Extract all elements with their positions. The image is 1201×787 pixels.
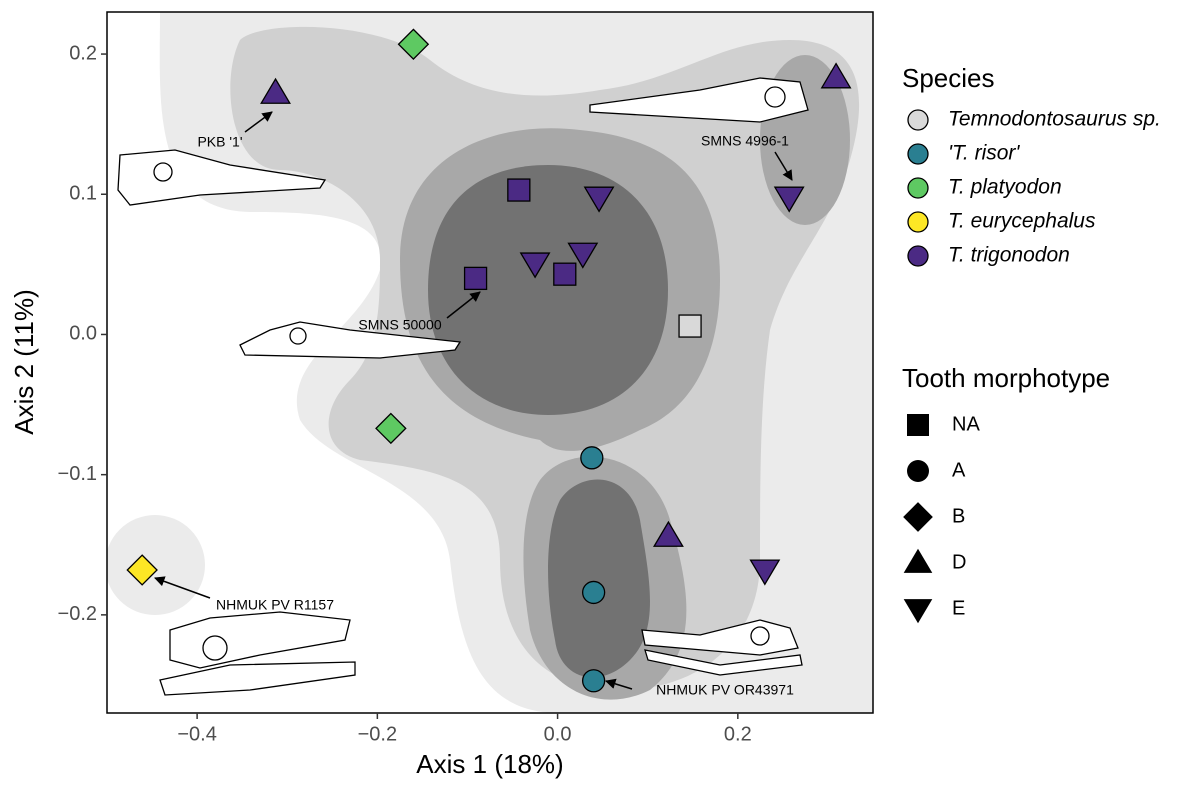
point bbox=[554, 263, 576, 285]
legend-label: T. eurycephalus bbox=[948, 210, 1096, 233]
y-tick-label: −0.1 bbox=[58, 463, 97, 485]
legend-swatch bbox=[908, 246, 928, 266]
x-tick-label: −0.4 bbox=[177, 723, 216, 745]
legend-label: Temnodontosaurus sp. bbox=[948, 108, 1161, 131]
point bbox=[508, 179, 530, 201]
legend-label: E bbox=[952, 597, 965, 619]
y-tick-label: 0.2 bbox=[69, 42, 97, 64]
point bbox=[465, 267, 487, 289]
point bbox=[583, 670, 605, 692]
point bbox=[581, 447, 603, 469]
legend-swatch bbox=[907, 414, 929, 436]
x-tick-label: −0.2 bbox=[358, 723, 397, 745]
annotation: NHMUK PV OR43971 bbox=[656, 682, 794, 698]
legend-label: 'T. risor' bbox=[948, 142, 1020, 165]
point bbox=[679, 315, 701, 337]
point bbox=[583, 581, 605, 603]
x-axis-label: Axis 1 (18%) bbox=[416, 749, 563, 779]
annotation: SMNS 50000 bbox=[358, 317, 441, 333]
annotation: SMNS 4996-1 bbox=[701, 133, 789, 149]
legend-swatch bbox=[904, 549, 933, 573]
legend-swatch bbox=[908, 110, 928, 130]
chart: PKB '1' SMNS 4996-1 SMNS 50000 NHMUK PV … bbox=[0, 0, 1201, 782]
x-tick-label: 0.2 bbox=[724, 723, 752, 745]
legend-swatch bbox=[904, 599, 933, 623]
legend-label: A bbox=[952, 459, 966, 481]
legend-swatch bbox=[908, 212, 928, 232]
legend-swatch bbox=[908, 178, 928, 198]
annotation: NHMUK PV R1157 bbox=[216, 597, 334, 613]
legend-swatch bbox=[903, 502, 933, 532]
legend-title: Species bbox=[902, 63, 995, 93]
legend-label: T. trigonodon bbox=[948, 244, 1070, 267]
y-tick-label: 0.0 bbox=[69, 323, 97, 345]
legend-swatch bbox=[907, 460, 929, 482]
legend-label: B bbox=[952, 505, 965, 527]
legend-label: D bbox=[952, 551, 966, 573]
legend-swatch bbox=[908, 144, 928, 164]
legend-title: Tooth morphotype bbox=[902, 363, 1110, 393]
legend-label: T. platyodon bbox=[948, 176, 1062, 199]
y-tick-label: 0.1 bbox=[69, 183, 97, 205]
x-tick-label: 0.0 bbox=[544, 723, 572, 745]
y-axis-label: Axis 2 (11%) bbox=[9, 289, 39, 434]
y-tick-label: −0.2 bbox=[58, 603, 97, 625]
legend-label: NA bbox=[952, 413, 980, 435]
annotation: PKB '1' bbox=[197, 134, 242, 150]
